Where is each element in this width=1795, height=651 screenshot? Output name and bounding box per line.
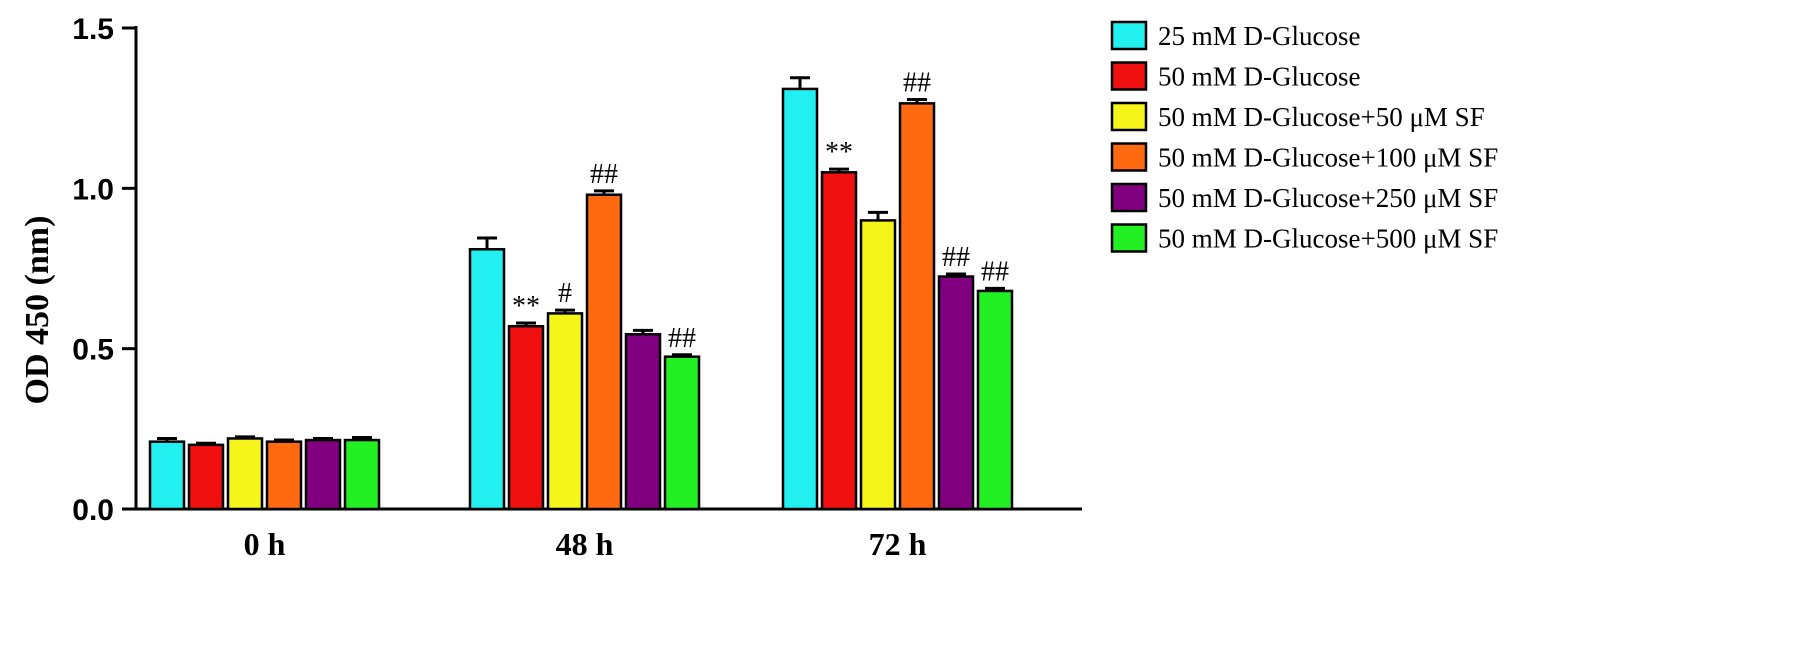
x-tick-label: 0 h bbox=[244, 526, 286, 562]
axes: 0.0 0.5 1.0 1.5 0 h 48 h 72 h bbox=[72, 13, 1082, 562]
y-tick-label: 0.5 bbox=[72, 334, 114, 367]
significance-marker: ** bbox=[512, 291, 540, 322]
legend-label: 50 mM D-Glucose+100 μM SF bbox=[1158, 143, 1498, 173]
bar bbox=[624, 332, 662, 511]
legend: 25 mM D-Glucose 50 mM D-Glucose 50 mM D-Gl… bbox=[1110, 20, 1498, 254]
bar bbox=[304, 438, 342, 511]
legend-swatch bbox=[1110, 142, 1148, 172]
legend-label: 50 mM D-Glucose+50 μM SF bbox=[1158, 102, 1485, 132]
legend-swatch bbox=[1110, 20, 1148, 51]
bar bbox=[507, 324, 545, 511]
y-tick-label: 1.0 bbox=[72, 173, 114, 206]
significance-marker: ** bbox=[825, 137, 853, 168]
legend-label: 50 mM D-Glucose+500 μM SF bbox=[1158, 224, 1498, 254]
significance-marker: ## bbox=[942, 242, 970, 273]
legend-swatch bbox=[1110, 182, 1148, 213]
bar bbox=[937, 275, 975, 511]
bar bbox=[781, 87, 819, 511]
bar bbox=[663, 355, 701, 511]
bar bbox=[859, 219, 897, 511]
bar bbox=[585, 193, 623, 511]
bar bbox=[226, 437, 264, 511]
legend-swatch bbox=[1110, 101, 1148, 132]
bar bbox=[148, 440, 186, 511]
bar bbox=[468, 248, 506, 511]
significance-marker: ## bbox=[981, 256, 1009, 287]
legend-label: 25 mM D-Glucose bbox=[1158, 21, 1360, 51]
bar bbox=[976, 289, 1014, 511]
bar bbox=[898, 102, 936, 511]
bar bbox=[546, 312, 584, 511]
bar bbox=[265, 440, 303, 511]
legend-label: 50 mM D-Glucose bbox=[1158, 62, 1360, 92]
bar bbox=[343, 438, 381, 511]
legend-swatch bbox=[1110, 61, 1148, 91]
y-tick-label: 0.0 bbox=[72, 494, 114, 527]
bar bbox=[820, 171, 858, 511]
x-tick-label: 48 h bbox=[556, 526, 614, 562]
significance-marker: ## bbox=[668, 323, 696, 354]
significance-marker: ## bbox=[590, 159, 618, 190]
legend-label: 50 mM D-Glucose+250 μM SF bbox=[1158, 183, 1498, 213]
y-axis-label: OD 450 (nm) bbox=[19, 216, 56, 405]
y-tick-label: 1.5 bbox=[72, 13, 114, 46]
legend-swatch bbox=[1110, 223, 1148, 253]
bar bbox=[187, 443, 225, 511]
significance-marker: # bbox=[558, 278, 572, 309]
significance-marker: ## bbox=[903, 68, 931, 99]
x-tick-label: 72 h bbox=[869, 526, 927, 562]
bars-group: ** #####**#### ## bbox=[148, 68, 1014, 511]
